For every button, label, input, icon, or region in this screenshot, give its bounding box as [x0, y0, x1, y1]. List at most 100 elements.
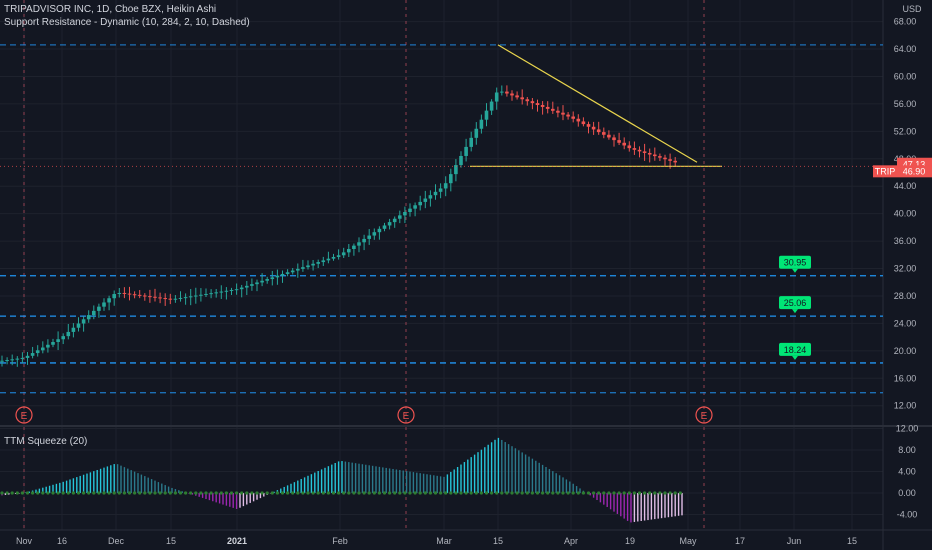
candle-body: [311, 263, 315, 266]
squeeze-dot: [250, 491, 254, 495]
candle-body: [382, 225, 387, 229]
squeeze-dot: [444, 491, 448, 495]
candle-body: [250, 284, 254, 286]
candle-body: [576, 118, 581, 122]
squeeze-dot: [617, 491, 621, 495]
time-tick-label: 19: [625, 536, 635, 546]
squeeze-dot: [403, 491, 407, 495]
last-price-tag-label: 47.13: [903, 160, 926, 170]
squeeze-dot: [255, 491, 259, 495]
candle-body: [112, 294, 116, 299]
candle-body: [387, 222, 392, 226]
candle-body: [403, 212, 407, 216]
squeeze-dot: [500, 491, 504, 495]
sr-level-label: 25.06: [784, 298, 807, 308]
candle-body: [571, 116, 575, 119]
squeeze-dot: [551, 491, 555, 495]
price-tick-label: 44.00: [894, 181, 917, 191]
squeeze-dot: [581, 491, 586, 495]
candle-body: [260, 280, 264, 283]
candle-body: [245, 285, 249, 288]
squeeze-dot: [71, 491, 75, 495]
squeeze-dot: [535, 491, 540, 495]
squeeze-dot: [377, 491, 381, 495]
earnings-marker: [15, 406, 33, 424]
time-tick-label: 17: [735, 536, 745, 546]
candle-body: [153, 296, 157, 298]
squeeze-dot: [367, 491, 371, 495]
squeeze-dot: [204, 491, 208, 495]
squeeze-dot: [510, 491, 514, 495]
earnings-marker: [397, 406, 415, 424]
squeeze-dot: [219, 491, 223, 495]
indicator-legend[interactable]: Support Resistance - Dynamic (10, 284, 2…: [4, 17, 250, 29]
squeeze-dot: [515, 491, 519, 495]
squeeze-dot: [209, 491, 213, 495]
candle-body: [535, 103, 540, 106]
squeeze-dot: [495, 491, 499, 495]
candle-body: [132, 294, 137, 296]
squeeze-dot: [270, 491, 274, 495]
squeeze-dot: [275, 491, 279, 495]
candle-body: [41, 347, 45, 351]
candle-body: [163, 298, 167, 300]
candle-body: [35, 350, 40, 354]
candle-body: [663, 157, 667, 160]
candle-body: [255, 282, 259, 285]
candle-body: [540, 105, 545, 107]
candle-body: [632, 148, 637, 150]
squeeze-dot: [102, 491, 106, 495]
squeeze-dot: [393, 491, 397, 495]
candle-body: [15, 358, 20, 360]
candle-body: [469, 137, 473, 147]
osc-tick-label: -4.00: [897, 510, 918, 520]
candle-body: [25, 355, 30, 358]
price-tick-label: 32.00: [894, 264, 917, 274]
candle-body: [158, 297, 162, 299]
squeeze-dot: [158, 491, 162, 495]
symbol-legend[interactable]: TRIPADVISOR INC, 1D, Cboe BZX, Heikin As…: [4, 4, 216, 16]
price-tick-label: 20.00: [894, 346, 917, 356]
squeeze-dot: [586, 491, 591, 495]
squeeze-dot: [280, 491, 285, 495]
squeeze-dot: [117, 491, 121, 495]
squeeze-dot: [382, 491, 387, 495]
squeeze-dot: [490, 491, 494, 495]
candle-body: [566, 114, 570, 117]
squeeze-dot: [143, 491, 147, 495]
candle-body: [30, 353, 35, 356]
candle-body: [423, 198, 428, 202]
oscillator-legend[interactable]: TTM Squeeze (20): [4, 436, 87, 448]
candle-body: [408, 208, 412, 213]
candle-body: [607, 134, 611, 138]
squeeze-dot: [41, 491, 45, 495]
candle-body: [449, 174, 453, 184]
squeeze-dot: [658, 491, 662, 495]
earnings-label: E: [403, 411, 410, 422]
candle-body: [433, 191, 438, 196]
squeeze-dot: [163, 491, 167, 495]
candle-body: [285, 272, 290, 274]
squeeze-dot: [189, 491, 193, 495]
sr-level-badge: [779, 342, 811, 356]
candle-body: [561, 112, 565, 115]
squeeze-dot: [107, 491, 111, 495]
squeeze-dot: [449, 491, 453, 495]
squeeze-dot: [66, 491, 70, 495]
squeeze-dot: [525, 491, 529, 495]
candle-body: [372, 232, 377, 236]
squeeze-dot: [30, 491, 35, 495]
squeeze-dot: [372, 491, 376, 495]
squeeze-dot: [235, 491, 239, 495]
candle-body: [392, 218, 397, 223]
squeeze-dot: [546, 491, 550, 495]
squeeze-dot: [20, 491, 24, 495]
squeeze-dot: [668, 491, 672, 495]
candle-body: [194, 295, 198, 297]
time-tick-label: 16: [57, 536, 67, 546]
candle-body: [219, 291, 224, 293]
squeeze-dot: [479, 491, 483, 495]
candle-body: [20, 357, 25, 359]
